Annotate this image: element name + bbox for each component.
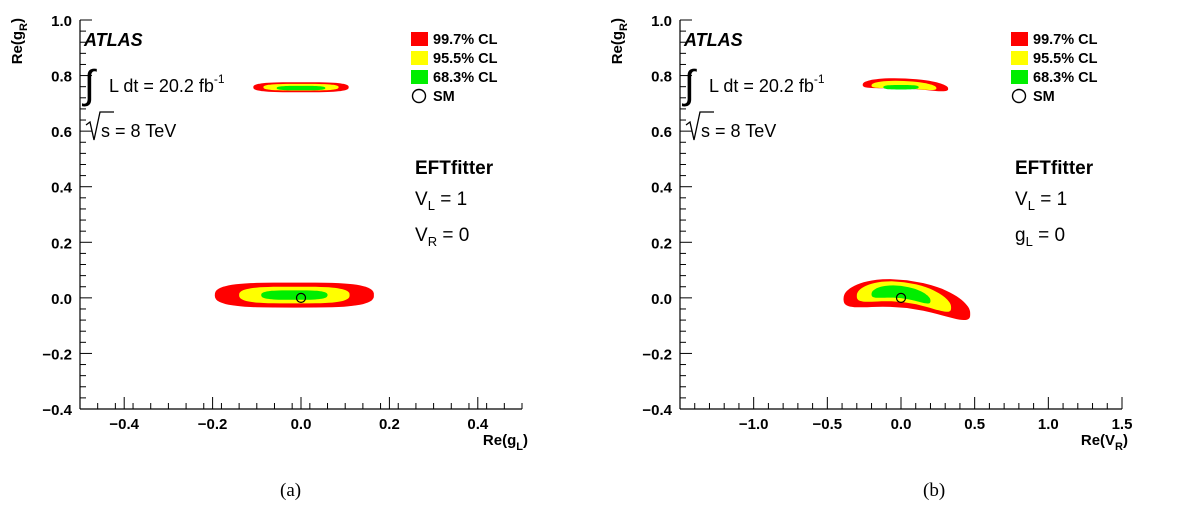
- y-tick-label: 1.0: [51, 13, 72, 30]
- y-tick-label: −0.4: [642, 402, 672, 419]
- cl-region-68-3-2: [871, 285, 931, 304]
- legend-swatch: [411, 70, 428, 84]
- x-axis-label: Re(gL): [483, 432, 528, 453]
- y-tick-label: −0.2: [42, 346, 72, 363]
- x-tick-label: −0.2: [198, 416, 228, 433]
- legend-marker-sm: [1011, 88, 1027, 104]
- luminosity-label: L dt = 20.2 fb-1: [109, 72, 225, 96]
- experiment-label: ATLAS: [83, 30, 143, 50]
- condition-label-1: gL = 0: [1015, 225, 1065, 249]
- y-tick-label: 0.2: [651, 235, 672, 252]
- sm-point: [895, 292, 907, 303]
- sm-point: [295, 292, 307, 303]
- experiment-label: ATLAS: [683, 30, 743, 50]
- y-tick-label: −0.2: [642, 346, 672, 363]
- y-axis-label: Re(gR): [9, 18, 30, 64]
- cl-region-68-3-5: [276, 85, 326, 91]
- fitter-label: EFTfitter: [1015, 158, 1094, 179]
- legend-marker-sm: [411, 88, 427, 104]
- integral-symbol: ∫: [682, 63, 698, 107]
- legend-label: 99.7% CL: [1033, 32, 1098, 48]
- energy-label: s = 8 TeV: [101, 121, 176, 141]
- condition-label-0: VL = 1: [415, 189, 467, 213]
- luminosity-label: L dt = 20.2 fb-1: [709, 72, 825, 96]
- fitter-label: EFTfitter: [415, 158, 494, 179]
- sqrt-symbol: [85, 111, 114, 141]
- legend-swatch: [1011, 51, 1028, 65]
- legend-label: 95.5% CL: [1033, 51, 1098, 67]
- legend-swatch: [411, 32, 428, 46]
- x-tick-label: 0.0: [291, 416, 312, 433]
- y-tick-label: 0.2: [51, 235, 72, 252]
- legend-swatch: [1011, 32, 1028, 46]
- x-tick-label: 1.5: [1112, 416, 1133, 433]
- legend-label: SM: [1033, 89, 1055, 105]
- panel-caption-b: (b): [923, 480, 946, 501]
- y-tick-label: 0.0: [51, 291, 72, 308]
- sqrt-symbol: [685, 111, 714, 141]
- y-tick-label: 0.6: [651, 124, 672, 141]
- legend-swatch: [411, 51, 428, 65]
- energy-label: s = 8 TeV: [701, 121, 776, 141]
- contour-plot-a: −0.4 −0.2 0.0 0.2 0.4 0.6 0.8 1.0 −0.4 −0.2 0.0 0.2…: [9, 13, 528, 453]
- x-tick-label: −0.4: [109, 416, 139, 433]
- y-tick-label: 0.4: [651, 180, 673, 197]
- y-tick-label: −0.4: [42, 402, 72, 419]
- cl-region-68-3-2: [261, 290, 328, 300]
- contour-plot-b: −0.4 −0.2 0.0 0.2 0.4 0.6 0.8 1.0 −1.0 −0.5 0.0 0.5…: [609, 13, 1133, 453]
- y-tick-label: 0.4: [51, 180, 73, 197]
- condition-label-1: VR = 0: [415, 225, 469, 249]
- legend-label: 68.3% CL: [1033, 70, 1098, 86]
- x-tick-label: −0.5: [813, 416, 843, 433]
- x-tick-label: 0.5: [964, 416, 985, 433]
- condition-label-0: VL = 1: [1015, 189, 1067, 213]
- y-tick-label: 0.0: [651, 291, 672, 308]
- y-tick-label: 0.8: [51, 69, 72, 86]
- y-tick-label: 0.6: [51, 124, 72, 141]
- legend-swatch: [1011, 70, 1028, 84]
- legend-label: 68.3% CL: [433, 70, 498, 86]
- y-tick-label: 1.0: [651, 13, 672, 30]
- cl-region-68-3-5: [883, 85, 919, 90]
- integral-symbol: ∫: [82, 63, 98, 107]
- x-tick-label: 0.4: [467, 416, 489, 433]
- legend-label: SM: [433, 89, 455, 105]
- legend-label: 95.5% CL: [433, 51, 498, 67]
- legend-label: 99.7% CL: [433, 32, 498, 48]
- x-tick-label: −1.0: [739, 416, 769, 433]
- x-tick-label: 0.2: [379, 416, 400, 433]
- figure-panel-a: −0.4 −0.2 0.0 0.2 0.4 0.6 0.8 1.0 −0.4 −0.2 0.0 0.2…: [9, 13, 528, 501]
- y-axis-label: Re(gR): [609, 18, 630, 64]
- y-tick-label: 0.8: [651, 69, 672, 86]
- panel-caption-a: (a): [280, 480, 302, 501]
- figure-panel-b: −0.4 −0.2 0.0 0.2 0.4 0.6 0.8 1.0 −1.0 −0.5 0.0 0.5…: [600, 0, 1199, 512]
- x-axis-label: Re(VR): [1081, 432, 1128, 453]
- x-tick-label: 1.0: [1038, 416, 1059, 433]
- x-tick-label: 0.0: [891, 416, 912, 433]
